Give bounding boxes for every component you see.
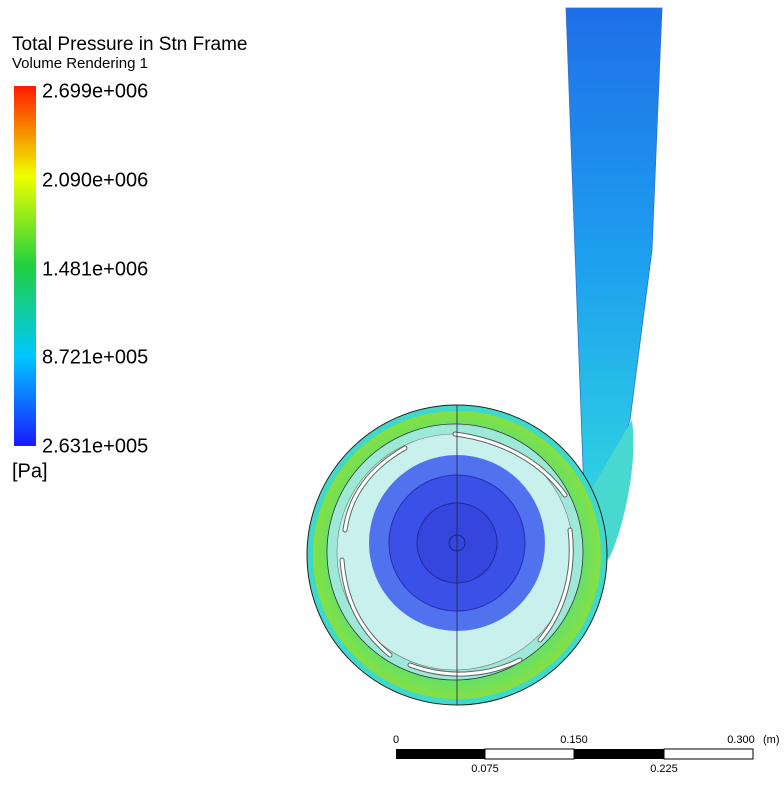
scale-unit: (m) [763,734,780,746]
legend-label: 1.481e+006 [42,258,148,280]
page: Total Pressure in Stn Frame Volume Rende… [0,0,784,802]
color-bar [14,86,36,446]
pump-render [307,8,662,705]
scale-label: 0 [393,734,399,746]
scale-bar [396,749,753,759]
legend-label: 2.631e+005 [42,435,148,457]
viewport: Total Pressure in Stn Frame Volume Rende… [0,0,784,802]
legend-subtitle: Volume Rendering 1 [12,55,148,72]
scale-label: 0.075 [471,763,499,775]
legend-label: 2.090e+006 [42,169,148,191]
legend-label: 8.721e+005 [42,346,148,368]
legend-unit: [Pa] [12,460,48,482]
scale-label: 0.225 [650,763,678,775]
legend-label: 2.699e+006 [42,80,148,102]
legend-title: Total Pressure in Stn Frame [12,34,247,55]
scale-label: 0.300 [727,734,755,746]
scale-label: 0.150 [560,734,588,746]
